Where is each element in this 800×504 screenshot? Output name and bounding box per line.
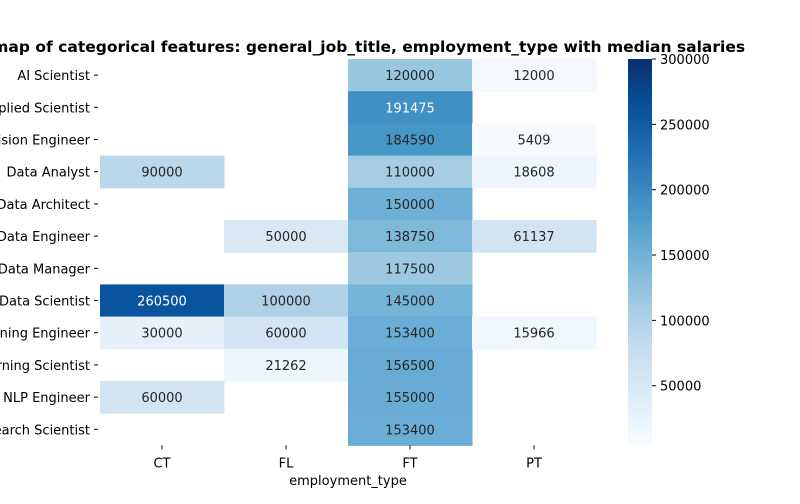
x-tick-label: CT [153,456,170,471]
heatmap-cell [348,220,473,253]
y-tick-label: Data Scientist [0,295,90,310]
heatmap-cell [472,316,597,350]
heatmap-cell [348,187,473,221]
y-tick-label: Applied Scientist [0,101,90,116]
heatmap-cell [348,123,473,157]
cell-value-label: 110000 [385,166,435,181]
cell-value-label: 61137 [513,230,554,245]
y-tick-label: Research Scientist [0,423,90,438]
heatmap-cell [348,91,473,124]
cell-value-label: 100000 [261,295,311,310]
heatmap-cell [348,381,473,414]
x-axis: CT FL FT PT [153,445,542,471]
heatmap-cell [100,284,225,318]
heatmap-cell [100,381,225,414]
y-tick-label: NLP Engineer [3,391,90,406]
colorbar-tick-label: 50000 [660,380,701,395]
cell-value-label: 153400 [385,327,435,342]
heatmap-cell [348,348,473,382]
y-tick-label: Data Engineer [0,230,91,245]
colorbar-gradient [628,59,652,444]
heatmap-cell [348,252,473,285]
colorbar-tick-label: 200000 [660,184,710,199]
heatmap-cell [472,59,597,92]
cell-value-label: 155000 [385,391,435,406]
y-tick-label: Data Manager [0,262,91,277]
colorbar-tick-label: 150000 [660,249,710,264]
cell-value-label: 15966 [513,327,554,342]
heatmap-cell [348,284,473,318]
y-tick-label: Machine Learning Scientist [0,359,90,374]
y-tick-label: Computer Vision Engineer [0,134,91,149]
x-axis-label: employment_type [289,474,407,489]
y-tick-label: AI Scientist [17,69,90,84]
cell-value-label: 260500 [137,295,187,310]
heatmap-cell [472,220,597,253]
y-axis: AI Scientist Applied Scientist Computer Vi… [0,69,98,438]
heatmap-cell [100,155,225,189]
cell-value-label: 18608 [513,166,554,181]
x-tick-label: FT [402,456,417,471]
heatmap-cell [348,155,473,189]
heatmap-cell [224,348,349,382]
colorbar: 50000 100000 150000 200000 250000 300000 [628,53,710,444]
cell-value-label: 150000 [385,198,435,213]
heatmap-cell [224,316,349,350]
heatmap-cell [100,316,225,350]
cell-value-label: 50000 [265,230,306,245]
x-tick-label: PT [526,456,542,471]
y-tick-label: Machine Learning Engineer [0,327,91,342]
heatmap-cell [224,220,349,253]
cell-value-label: 117500 [385,262,435,277]
heatmap-cell [348,316,473,350]
cell-value-label: 153400 [385,423,435,438]
cell-value-label: 120000 [385,69,435,84]
cell-value-label: 21262 [265,359,306,374]
cell-value-label: 5409 [517,134,550,149]
cell-annotations: 120000 12000 191475 184590 5409 90000 110000 18… [137,69,555,438]
colorbar-tick-label: 100000 [660,314,710,329]
cell-value-label: 191475 [385,101,435,116]
cell-value-label: 156500 [385,359,435,374]
heatmap-cell [472,155,597,189]
heatmap-cells [100,59,597,446]
heatmap-cell [348,59,473,92]
colorbar-tick-label: 300000 [660,53,710,68]
cell-value-label: 30000 [141,327,182,342]
x-tick-label: FL [279,456,294,471]
cell-value-label: 60000 [141,391,182,406]
cell-value-label: 145000 [385,295,435,310]
y-tick-label: Data Architect [0,198,90,213]
cell-value-label: 60000 [265,327,306,342]
cell-value-label: 90000 [141,166,182,181]
y-tick-label: Data Analyst [7,166,90,181]
heatmap-cell [348,413,473,446]
cell-value-label: 138750 [385,230,435,245]
colorbar-tick-label: 250000 [660,118,710,133]
cell-value-label: 184590 [385,134,435,149]
heatmap-cell [224,284,349,318]
chart-title: Heatmap of categorical features: general… [0,38,745,56]
cell-value-label: 12000 [513,69,554,84]
heatmap-cell [472,123,597,157]
